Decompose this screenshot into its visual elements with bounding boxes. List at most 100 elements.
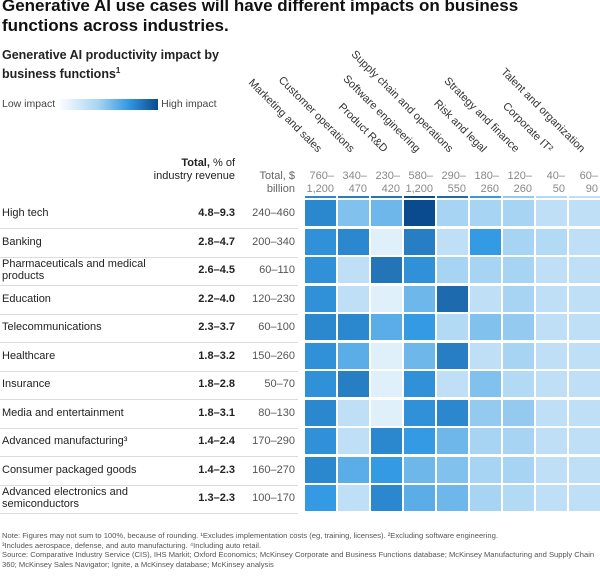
- column-total-high: 90: [585, 183, 598, 195]
- heatmap-cell: [404, 228, 435, 255]
- heatmap-cell: [305, 285, 336, 312]
- column-underline: [536, 196, 567, 198]
- heatmap-cell: [371, 399, 402, 426]
- heatmap-cell: [437, 399, 468, 426]
- row-divider: [0, 256, 298, 258]
- heatmap-cell: [569, 200, 600, 226]
- column-total-high: 1,200: [405, 183, 433, 195]
- column-total: 40– 50: [534, 170, 565, 196]
- total-pct: 1.8–3.1: [198, 406, 235, 419]
- column-total-high: 260: [513, 183, 532, 195]
- heatmap-cell: [371, 228, 402, 255]
- heatmap-cell: [404, 456, 435, 483]
- column-underline: [437, 196, 468, 198]
- column-underline: [338, 196, 369, 198]
- subtitle-footnote: 1: [115, 66, 121, 75]
- heatmap-cell: [338, 399, 369, 426]
- heatmap-cell: [371, 485, 402, 511]
- heatmap-cell: [338, 314, 369, 340]
- heatmap-cell: [470, 456, 501, 483]
- heatmap-cell: [536, 371, 567, 397]
- subtitle-text: Generative AI productivity impact by bus…: [2, 48, 219, 82]
- total-usd: 170–290: [252, 435, 295, 447]
- column-total-low: 180–: [474, 170, 499, 182]
- total-pct: 1.3–2.3: [198, 492, 235, 504]
- total-pct-header-rest: % of industry revenue: [153, 157, 235, 182]
- total-usd: 80–130: [258, 406, 295, 419]
- heatmap-cell: [470, 428, 501, 454]
- heatmap-cell: [338, 485, 369, 511]
- industry-row: Advanced electronics and semiconductors …: [0, 484, 600, 514]
- total-pct: 1.4–2.3: [198, 463, 235, 476]
- heatmap-cell: [503, 399, 534, 426]
- total-pct: 1.8–3.2: [198, 349, 235, 362]
- row-divider: [0, 285, 298, 286]
- heatmap-cell: [569, 342, 600, 369]
- legend-high-label: High impact: [161, 98, 217, 110]
- column-total: 120– 260: [501, 170, 532, 196]
- color-legend: Low impact High impact: [2, 98, 217, 110]
- column-underline: [404, 196, 435, 198]
- total-pct: 2.3–3.7: [198, 321, 235, 333]
- industry-name: Advanced manufacturing³: [2, 435, 128, 447]
- heatmap-cell: [338, 456, 369, 483]
- heatmap-cell: [536, 314, 567, 340]
- industry-name: Banking: [2, 235, 42, 248]
- heatmap-cell: [437, 371, 468, 397]
- column-total-low: 230–: [375, 170, 400, 182]
- column-total-low: 40–: [546, 170, 565, 182]
- heatmap-cell: [503, 428, 534, 454]
- column-total-low: 290–: [441, 170, 466, 182]
- heatmap-cell: [503, 228, 534, 255]
- industry-name: Media and entertainment: [2, 406, 124, 419]
- heatmap-cell: [503, 456, 534, 483]
- total-usd-header: Total, $ billion: [259, 170, 295, 195]
- heatmap-cell: [437, 285, 468, 312]
- heatmap-cell: [569, 228, 600, 255]
- row-divider: [0, 427, 298, 429]
- row-divider: [0, 484, 298, 486]
- industry-name: Healthcare: [2, 349, 56, 362]
- total-usd: 60–100: [258, 321, 295, 333]
- row-divider: [0, 513, 298, 514]
- industry-row: Banking 2.8–4.7 200–340: [0, 228, 600, 258]
- chart-title: Generative AI use cases will have differ…: [2, 0, 519, 35]
- heatmap-cell: [404, 485, 435, 511]
- heatmap-cell: [470, 200, 501, 226]
- heatmap-cell: [404, 257, 435, 283]
- legend-low-label: Low impact: [2, 98, 56, 110]
- column-underline: [305, 196, 336, 198]
- total-pct-header: Total, % of industry revenue: [140, 157, 235, 183]
- total-pct: 2.8–4.7: [198, 235, 235, 248]
- total-usd: 50–70: [264, 378, 295, 390]
- heatmap-cell: [371, 257, 402, 283]
- heatmap-cell: [437, 257, 468, 283]
- column-total-low: 760–: [309, 170, 334, 182]
- industry-name: Insurance: [2, 378, 51, 390]
- industry-name: Advanced electronics and semiconductors: [2, 486, 128, 510]
- heatmap-cell: [305, 314, 336, 340]
- heatmap-cell: [536, 200, 567, 226]
- column-total: 290– 550: [435, 170, 466, 196]
- heatmap-cell: [503, 485, 534, 511]
- row-divider: [0, 399, 298, 400]
- column-underline: [470, 196, 501, 198]
- total-usd: 160–270: [252, 463, 295, 476]
- industry-name: Pharmaceuticals and medical products: [2, 258, 146, 282]
- column-underline: [371, 196, 402, 198]
- column-total-high: 50: [552, 183, 565, 195]
- chart-subtitle: Generative AI productivity impact by bus…: [2, 47, 222, 82]
- total-usd: 120–230: [252, 292, 295, 305]
- heatmap-cell: [371, 342, 402, 369]
- industry-row: Consumer packaged goods 1.4–2.3 160–270: [0, 456, 600, 486]
- industry-row: Media and entertainment 1.8–3.1 80–130: [0, 399, 600, 429]
- heatmap-cell: [404, 342, 435, 369]
- column-total: 60– 90: [567, 170, 598, 196]
- heatmap-cell: [371, 428, 402, 454]
- note-line-2: ³Includes aerospace, defense, and auto m…: [2, 540, 262, 550]
- heatmap-cell: [371, 314, 402, 340]
- heatmap-cell: [503, 342, 534, 369]
- heatmap-cell: [470, 257, 501, 283]
- heatmap-cell: [470, 399, 501, 426]
